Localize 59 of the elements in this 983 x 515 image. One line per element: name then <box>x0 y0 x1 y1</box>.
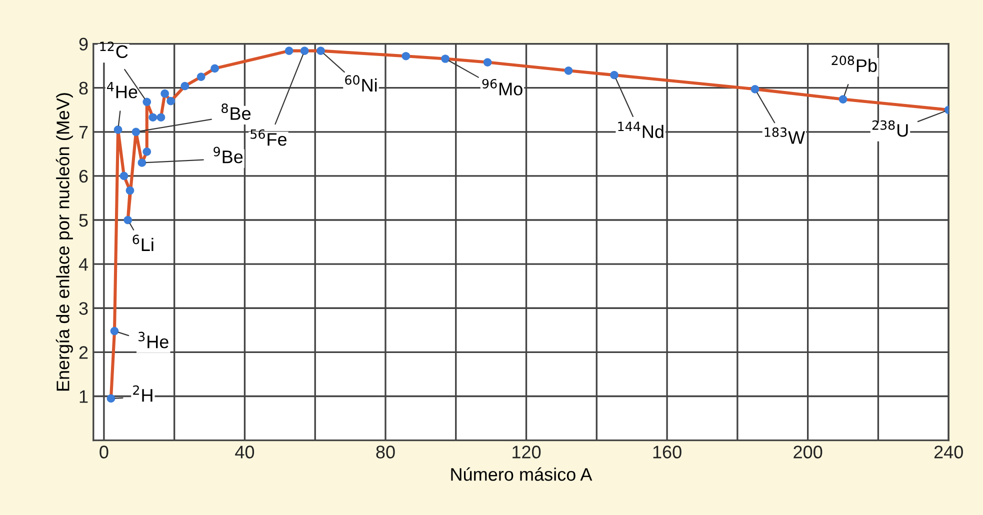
annotation: $^{8}$Be <box>222 103 251 120</box>
point <box>180 82 190 90</box>
point <box>284 46 294 55</box>
annotation: $^{56}$Fe <box>250 129 286 146</box>
annotation: $^{144}$Nd <box>618 122 664 138</box>
point <box>132 128 140 136</box>
point <box>142 98 152 106</box>
annotation: $^{9}$Be <box>214 146 243 164</box>
point <box>114 126 122 134</box>
annotation: $^{96}$Mo <box>482 78 522 96</box>
point <box>210 64 219 73</box>
point <box>160 89 169 98</box>
point <box>124 216 132 224</box>
point <box>838 95 848 104</box>
point <box>402 52 410 60</box>
y-tick-label: 3 <box>79 302 88 315</box>
point <box>483 58 492 66</box>
y-axis-title: Energía de enlace por nucleón (MeV) <box>56 93 73 391</box>
y-tick-label: 7 <box>79 126 88 138</box>
x-tick-label: 200 <box>794 446 822 458</box>
point <box>156 113 166 122</box>
annotation: $^{208}$Pb <box>832 56 877 72</box>
x-tick-label: 240 <box>934 446 963 458</box>
y-tick-label: 6 <box>79 170 88 183</box>
annotation: $^{183}$W <box>764 127 806 144</box>
y-tick-label: 2 <box>79 346 88 359</box>
point <box>316 46 325 55</box>
y-tick-label: 5 <box>79 214 88 227</box>
annotation: $^{60}$Ni <box>345 75 377 92</box>
annotation: $^{4}$He <box>107 82 138 98</box>
x-axis-title: Número másico A <box>451 467 592 481</box>
x-tick-label: 120 <box>512 446 541 458</box>
annotation: $^{238}$U <box>872 120 908 137</box>
annotation: $^{12}$C <box>100 42 128 58</box>
point <box>441 54 450 63</box>
point <box>196 72 206 81</box>
x-tick-label: 80 <box>376 446 395 458</box>
point <box>138 158 146 167</box>
point <box>300 46 309 55</box>
x-tick-label: 0 <box>100 446 108 458</box>
point <box>564 66 573 75</box>
point <box>750 84 760 94</box>
point <box>126 186 134 195</box>
y-tick-label: 4 <box>78 258 88 271</box>
y-tick-label: 8 <box>79 82 88 95</box>
point <box>120 172 128 180</box>
x-tick-label: 40 <box>235 446 254 458</box>
point <box>148 113 158 122</box>
annotation: $^{6}$Li <box>132 234 154 251</box>
x-tick-label: 160 <box>653 446 682 458</box>
point <box>142 148 152 156</box>
y-tick-label: 1 <box>80 390 88 403</box>
point <box>110 326 119 336</box>
point <box>610 70 618 80</box>
point <box>166 96 175 106</box>
point <box>106 394 116 403</box>
annotation: $^{3}$He <box>138 332 168 348</box>
annotation: $^{2}$H <box>133 385 152 402</box>
y-tick-label: 9 <box>79 38 88 50</box>
